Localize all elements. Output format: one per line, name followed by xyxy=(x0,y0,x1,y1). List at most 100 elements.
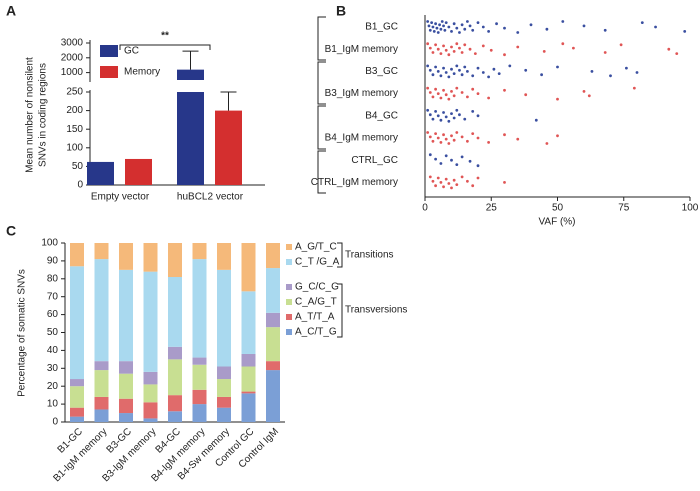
point xyxy=(675,52,679,55)
point xyxy=(452,22,456,26)
bar-segment xyxy=(119,373,133,399)
legend-label: Memory xyxy=(124,67,160,78)
point xyxy=(442,66,445,70)
y-tick-label: 3000 xyxy=(61,38,84,49)
y-tick-label: 10 xyxy=(47,399,59,410)
legend-swatch xyxy=(286,259,292,265)
point xyxy=(455,163,459,167)
bar-segment xyxy=(70,266,84,380)
point xyxy=(487,75,490,79)
bar-segment xyxy=(192,404,207,422)
point xyxy=(473,52,477,55)
bar-segment xyxy=(241,291,256,354)
point xyxy=(556,134,559,138)
point xyxy=(471,110,475,113)
point xyxy=(426,131,430,134)
point xyxy=(495,22,498,26)
point xyxy=(431,51,435,54)
point xyxy=(431,139,435,143)
point xyxy=(428,46,432,50)
point xyxy=(455,183,459,187)
point xyxy=(572,46,575,50)
point xyxy=(471,132,475,136)
point xyxy=(582,90,586,93)
point xyxy=(460,175,464,179)
point xyxy=(545,142,549,145)
point xyxy=(431,95,435,99)
row-label: B4_GC xyxy=(365,110,398,121)
point xyxy=(561,42,565,46)
bar-segment xyxy=(217,379,231,397)
point xyxy=(466,95,469,99)
point xyxy=(460,51,464,54)
bar-segment xyxy=(192,389,207,405)
group-bracket xyxy=(337,283,343,338)
point xyxy=(468,159,472,163)
point xyxy=(431,25,435,29)
row-label: B3_GC xyxy=(365,66,398,77)
point xyxy=(497,72,501,75)
point xyxy=(466,20,469,23)
y-tick-label: 40 xyxy=(47,345,59,356)
point xyxy=(582,24,586,28)
row-label: CTRL_IgM memory xyxy=(311,177,398,188)
point xyxy=(450,112,453,115)
legend-swatch xyxy=(100,45,118,57)
bar-segment xyxy=(217,243,231,270)
point xyxy=(590,70,594,73)
point xyxy=(455,42,459,46)
error-bar xyxy=(182,50,199,70)
point xyxy=(439,181,443,184)
point xyxy=(455,64,459,68)
point xyxy=(476,66,480,70)
significance-bracket xyxy=(119,44,211,50)
x-axis-label: VAF (%) xyxy=(538,217,575,228)
point xyxy=(450,158,453,162)
bar-segment xyxy=(70,407,84,417)
y-tick-label: 1000 xyxy=(61,67,84,78)
point xyxy=(442,24,445,28)
point xyxy=(436,136,440,140)
panel-label: A xyxy=(6,3,16,19)
row-label: B1_GC xyxy=(365,22,398,33)
point xyxy=(640,21,644,24)
point xyxy=(625,66,628,70)
point xyxy=(447,25,451,29)
point xyxy=(439,52,443,55)
bar-segment xyxy=(94,370,109,397)
y-tick-label: 200 xyxy=(66,105,83,116)
legend-swatch xyxy=(286,284,292,290)
point xyxy=(556,97,559,101)
panel-label: B xyxy=(336,3,346,19)
bar-segment xyxy=(241,243,256,292)
point xyxy=(489,48,493,52)
y-tick-label: 150 xyxy=(66,124,83,135)
point xyxy=(452,72,456,75)
bar-segment xyxy=(143,243,158,272)
legend-label: A_G/T_C xyxy=(295,242,337,253)
point xyxy=(460,73,464,77)
point xyxy=(444,137,448,141)
bar-segment xyxy=(266,370,280,422)
point xyxy=(503,181,506,184)
point xyxy=(466,179,469,183)
point xyxy=(452,94,456,98)
row-label: B4_IgM memory xyxy=(325,133,398,144)
point xyxy=(476,114,480,118)
error-bar xyxy=(220,91,237,111)
group-label: Transversions xyxy=(345,305,407,316)
point xyxy=(516,45,520,49)
legend-label: C_A/G_T xyxy=(295,297,337,308)
point xyxy=(667,47,671,51)
point xyxy=(450,30,453,33)
point xyxy=(444,71,448,74)
legend-label: G_C/C_G xyxy=(295,282,339,293)
bar-segment xyxy=(241,391,256,394)
point xyxy=(447,119,451,123)
point xyxy=(444,21,448,24)
point xyxy=(463,65,467,69)
panel-label: C xyxy=(6,223,16,239)
bar-segment xyxy=(241,393,256,422)
point xyxy=(481,44,485,48)
legend-swatch xyxy=(286,329,292,335)
